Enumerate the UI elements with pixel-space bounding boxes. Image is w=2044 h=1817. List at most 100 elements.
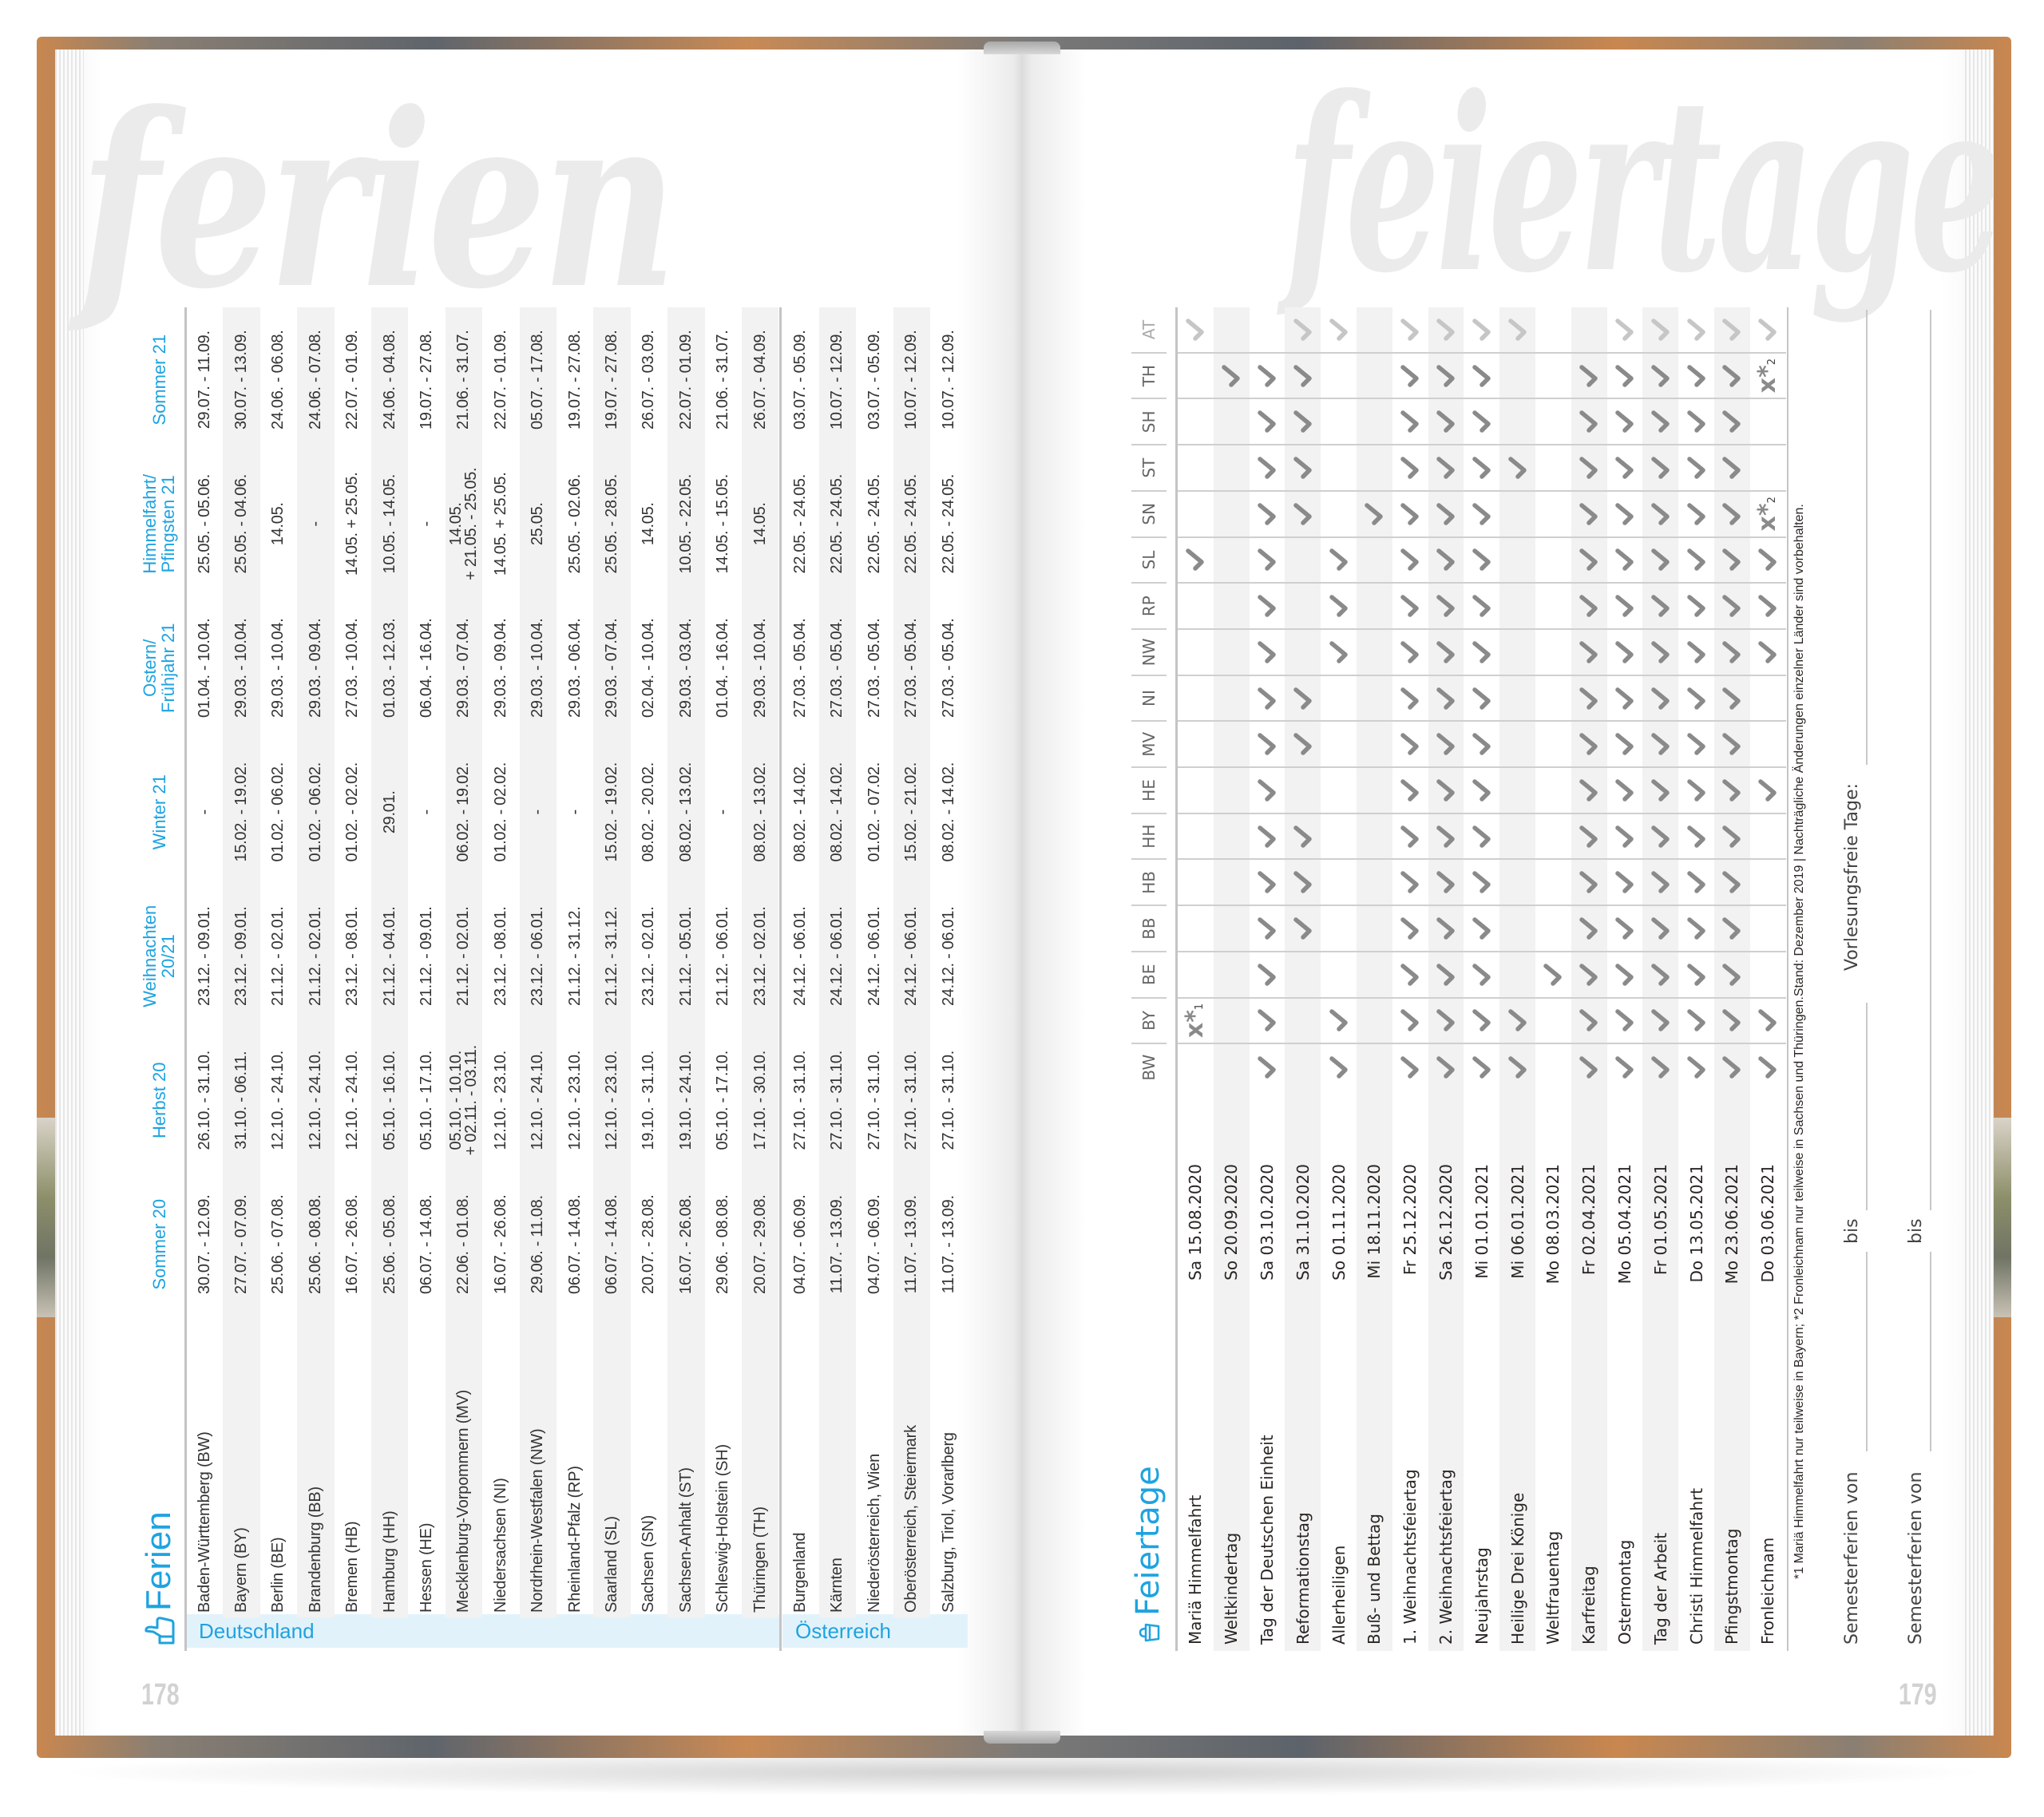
date-range: 24.12. - 06.01. [791,906,810,1007]
state-cell [1464,353,1500,400]
state-cell [1499,353,1535,400]
state-abbr: HB [1131,860,1167,907]
check-icon [1686,1008,1707,1032]
check-icon [1721,594,1742,618]
state-cell [1714,722,1750,769]
check-icon [1650,502,1671,526]
semester-until-input-2[interactable] [1930,310,1931,1210]
state-cell [1392,768,1428,814]
date-range: 21.06. - 31.07. [454,330,473,430]
check-icon [1686,456,1707,480]
date-range: 19.07. - 27.08. [418,330,436,430]
holiday-date: Mi 06.01.2021 [1507,1164,1527,1279]
check-icon [1579,687,1599,711]
state-cell [1249,630,1285,676]
check-icon [1579,456,1599,480]
semester-from-input-2[interactable] [1930,1252,1931,1451]
state-cell [1714,675,1750,722]
check-icon [1721,640,1742,664]
date-range: 23.12. - 02.01. [640,906,658,1007]
date-range: 29.01. [380,790,398,834]
state-cell [1749,998,1786,1045]
watermark-ferien: ferien [79,60,678,342]
date-range: 14.05. + 21.05. - 25.05. [446,467,480,580]
date-range: 12.10. - 24.10. [306,1051,324,1150]
check-icon [1472,825,1492,849]
check-icon [1650,456,1671,480]
state-cell [1571,906,1607,952]
state-name: Hessen (HE) [418,1522,436,1613]
state-cell [1392,952,1428,999]
date-range: 14.05. [269,502,287,546]
date-range: 27.10. - 31.10. [902,1051,921,1150]
check-icon [1472,1055,1492,1079]
state-cell [1357,1044,1392,1091]
state-name: Salzburg, Tirol, Vorarlberg [939,1432,957,1613]
state-cell [1392,537,1428,584]
state-cell [1642,353,1679,400]
semester-until-input-1[interactable] [1866,1003,1868,1210]
state-cell [1606,860,1643,907]
check-icon [1293,916,1313,940]
check-icon [1686,1055,1707,1079]
check-icon [1614,548,1635,572]
date-range: 26.07. - 03.09. [640,330,658,430]
state-cell [1606,353,1643,400]
date-range: 01.04. - 10.04. [195,618,213,718]
date-range: - [195,810,213,815]
state-cell [1213,860,1250,907]
state-cell [1642,675,1679,722]
state-cell [1428,584,1464,630]
holiday-date: Mi 01.01.2021 [1472,1164,1491,1279]
state-cell [1678,952,1714,999]
date-range: 26.07. - 04.09. [751,330,769,430]
date-range: 29.03. - 10.04. [751,618,769,718]
date-range: 23.12. - 08.01. [491,906,509,1007]
state-cell [1642,307,1679,354]
state-cell [1285,491,1321,538]
state-cell [1606,307,1643,354]
state-cell [1285,952,1321,999]
date-range: 24.06. - 04.08. [380,330,398,430]
holiday-date: Do 03.06.2021 [1758,1164,1778,1283]
check-icon [1650,410,1671,433]
date-range: 23.12. - 09.01. [232,906,251,1007]
check-icon [1257,594,1278,618]
state-cell [1392,906,1428,952]
state-cell [1571,307,1607,354]
state-cell [1357,307,1392,354]
semester-until-label-2: bis [1906,1218,1926,1244]
state-cell [1606,584,1643,630]
state-cell [1428,491,1464,538]
state-cell [1178,537,1214,584]
date-range: 29.06. - 11.08. [529,1195,547,1294]
state-cell [1285,906,1321,952]
date-range: 24.06. - 07.08. [306,330,324,430]
state-cell [1606,630,1643,676]
date-range: 29.03. - 06.04. [565,618,584,718]
state-abbr: RP [1131,584,1167,630]
state-cell [1321,906,1357,952]
check-icon [1257,963,1278,987]
state-cell [1714,906,1750,952]
check-icon [1614,364,1635,388]
lecture-free-input[interactable] [1866,310,1868,765]
state-name: Saarland (SL) [603,1516,621,1613]
state-cell [1714,998,1750,1045]
state-cell [1499,906,1535,952]
check-icon [1400,963,1420,987]
date-range: 25.05. - 02.06. [565,474,584,574]
state-cell [1607,1044,1643,1091]
check-icon [1507,1055,1528,1079]
date-range: 29.03. - 09.04. [306,618,324,718]
check-icon [1329,640,1349,664]
date-range: 14.05. + 25.05. [491,472,509,576]
state-name: Kärnten [828,1558,846,1613]
state-cell [1642,399,1679,446]
state-cell [1392,491,1428,538]
state-cell [1428,906,1464,952]
semester-from-input-1[interactable] [1866,1252,1868,1451]
state-cell [1464,491,1500,538]
holiday-name: Mariä Himmelfahrt [1186,1494,1206,1645]
check-icon [1293,732,1313,756]
